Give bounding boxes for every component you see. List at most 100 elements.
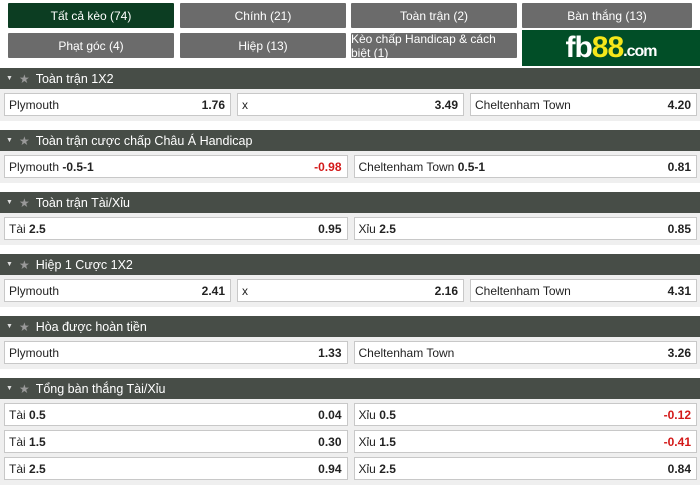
star-icon[interactable]: ★ xyxy=(18,381,30,396)
selection-line: 2.5 xyxy=(29,461,46,476)
star-icon[interactable]: ★ xyxy=(18,195,30,210)
odds-cell[interactable]: Plymouth 2.41 xyxy=(4,279,231,302)
odds-cell[interactable]: Tài 0.5 0.04 xyxy=(4,403,348,426)
selection: x xyxy=(242,284,248,298)
caret-down-icon[interactable]: ▼ xyxy=(6,199,13,206)
odds-value: 1.33 xyxy=(318,345,342,360)
selection-name: Cheltenham Town xyxy=(475,283,571,298)
selection-line: 0.5-1 xyxy=(457,159,486,174)
selection-name: Xỉu xyxy=(358,407,376,422)
odds-cell[interactable]: Xỉu 2.5 0.85 xyxy=(353,217,697,240)
tab-6[interactable]: Kèo chấp Handicap & cách biệt (1) xyxy=(351,32,517,60)
selection-name: Plymouth xyxy=(9,97,60,112)
section-header[interactable]: ▼ ★ Toàn trận 1X2 xyxy=(0,68,700,89)
selection-name: Cheltenham Town xyxy=(475,97,571,112)
section-header[interactable]: ▼ ★ Tổng bàn thắng Tài/Xỉu xyxy=(0,378,700,399)
section-title: Toàn trận 1X2 xyxy=(35,71,114,86)
odds-cell[interactable]: Plymouth -0.5-1 -0.98 xyxy=(4,155,348,178)
odds-row: Plymouth 1.76 x 3.49 Cheltenham Town 4.20 xyxy=(4,93,697,116)
section-title: Hiệp 1 Cược 1X2 xyxy=(35,257,133,272)
market-section: ▼ ★ Toàn trận 1X2 Plymouth 1.76 x 3.49 Cheltenh… xyxy=(0,68,700,121)
odds-rows: Plymouth -0.5-1 -0.98 Cheltenham Town 0.5-… xyxy=(0,151,700,183)
odds-cell[interactable]: Xỉu 1.5 -0.41 xyxy=(353,430,697,453)
odds-value: 2.16 xyxy=(434,283,458,298)
selection-name: Plymouth xyxy=(9,159,60,174)
caret-down-icon[interactable]: ▼ xyxy=(6,75,13,82)
tab-5[interactable]: Hiệp (13) xyxy=(180,33,346,58)
odds-cell[interactable]: Cheltenham Town 3.26 xyxy=(353,341,697,364)
odds-rows: Plymouth 2.41 x 2.16 Cheltenham Town 4.31 xyxy=(0,275,700,307)
caret-down-icon[interactable]: ▼ xyxy=(6,137,13,144)
selection: Xỉu 2.5 xyxy=(359,222,396,236)
star-icon[interactable]: ★ xyxy=(18,71,30,86)
section-header[interactable]: ▼ ★ Hòa được hoàn tiền xyxy=(0,316,700,337)
odds-value: 1.76 xyxy=(201,97,225,112)
odds-cell[interactable]: Plymouth 1.33 xyxy=(4,341,348,364)
selection-line: 2.5 xyxy=(379,461,396,476)
odds-value: -0.98 xyxy=(314,159,342,174)
star-icon[interactable]: ★ xyxy=(18,257,30,272)
section-header[interactable]: ▼ ★ Toàn trận cược chấp Châu Á Handicap xyxy=(0,130,700,151)
selection-line: 1.5 xyxy=(29,434,46,449)
odds-cell[interactable]: x 3.49 xyxy=(237,93,464,116)
odds-value: 4.20 xyxy=(667,97,691,112)
selection-name: Tài xyxy=(9,461,26,476)
fb88-logo: fb 88 .com xyxy=(522,30,700,66)
market-section: ▼ ★ Hiệp 1 Cược 1X2 Plymouth 2.41 x 2.16 Chelte… xyxy=(0,254,700,307)
selection-name: Xỉu xyxy=(358,434,376,449)
selection-name: Plymouth xyxy=(9,345,60,360)
odds-value: -0.41 xyxy=(663,434,691,449)
market-section: ▼ ★ Hòa được hoàn tiền Plymouth 1.33 Cheltenh… xyxy=(0,316,700,369)
selection: Tài 2.5 xyxy=(9,462,46,476)
selection: Xỉu 1.5 xyxy=(359,435,396,449)
selection: Cheltenham Town 0.5-1 xyxy=(359,160,486,174)
tab-2[interactable]: Toàn trận (2) xyxy=(351,3,517,28)
odds-value: -0.12 xyxy=(663,407,691,422)
selection-name: Tài xyxy=(9,434,26,449)
odds-cell[interactable]: Cheltenham Town 4.31 xyxy=(470,279,697,302)
caret-down-icon[interactable]: ▼ xyxy=(6,323,13,330)
odds-value: 0.04 xyxy=(318,407,342,422)
odds-value: 0.95 xyxy=(318,221,342,236)
odds-cell[interactable]: Xỉu 0.5 -0.12 xyxy=(353,403,697,426)
selection-name: x xyxy=(242,97,248,112)
odds-cell[interactable]: Cheltenham Town 0.5-1 0.81 xyxy=(353,155,697,178)
section-title: Toàn trận Tài/Xỉu xyxy=(35,195,130,210)
odds-cell[interactable]: Plymouth 1.76 xyxy=(4,93,231,116)
section-title: Tổng bàn thắng Tài/Xỉu xyxy=(35,381,166,396)
odds-row: Tài 1.5 0.30 Xỉu 1.5 -0.41 xyxy=(4,430,697,453)
odds-value: 0.81 xyxy=(667,159,691,174)
odds-row: Plymouth 1.33 Cheltenham Town 3.26 xyxy=(4,341,697,364)
selection-name: x xyxy=(242,283,248,298)
odds-value: 3.26 xyxy=(667,345,691,360)
odds-cell[interactable]: x 2.16 xyxy=(237,279,464,302)
selection: Plymouth xyxy=(9,98,59,112)
tab-4[interactable]: Phạt góc (4) xyxy=(8,33,174,58)
tab-1[interactable]: Chính (21) xyxy=(180,3,346,28)
tab-3[interactable]: Bàn thắng (13) xyxy=(522,3,692,28)
odds-row: Tài 0.5 0.04 Xỉu 0.5 -0.12 xyxy=(4,403,697,426)
star-icon[interactable]: ★ xyxy=(18,319,30,334)
odds-value: 4.31 xyxy=(667,283,691,298)
section-header[interactable]: ▼ ★ Hiệp 1 Cược 1X2 xyxy=(0,254,700,275)
odds-cell[interactable]: Tài 1.5 0.30 xyxy=(4,430,348,453)
selection-name: Xỉu xyxy=(358,221,376,236)
odds-row: Plymouth 2.41 x 2.16 Cheltenham Town 4.31 xyxy=(4,279,697,302)
selection-line: -0.5-1 xyxy=(62,159,94,174)
star-icon[interactable]: ★ xyxy=(18,133,30,148)
odds-cell[interactable]: Tài 2.5 0.95 xyxy=(4,217,348,240)
selection-name: Tài xyxy=(9,407,26,422)
selection: Tài 1.5 xyxy=(9,435,46,449)
tab-0[interactable]: Tất cả kèo (74) xyxy=(8,3,174,28)
selection: Xỉu 0.5 xyxy=(359,408,396,422)
caret-down-icon[interactable]: ▼ xyxy=(6,385,13,392)
section-header[interactable]: ▼ ★ Toàn trận Tài/Xỉu xyxy=(0,192,700,213)
odds-cell[interactable]: Cheltenham Town 4.20 xyxy=(470,93,697,116)
selection-line: 0.5 xyxy=(379,407,396,422)
section-title: Toàn trận cược chấp Châu Á Handicap xyxy=(35,133,253,148)
selection: Cheltenham Town xyxy=(475,98,571,112)
selection: Cheltenham Town xyxy=(359,346,455,360)
selection-name: Plymouth xyxy=(9,283,60,298)
market-section: ▼ ★ Toàn trận cược chấp Châu Á Handicap Ply… xyxy=(0,130,700,183)
caret-down-icon[interactable]: ▼ xyxy=(6,261,13,268)
